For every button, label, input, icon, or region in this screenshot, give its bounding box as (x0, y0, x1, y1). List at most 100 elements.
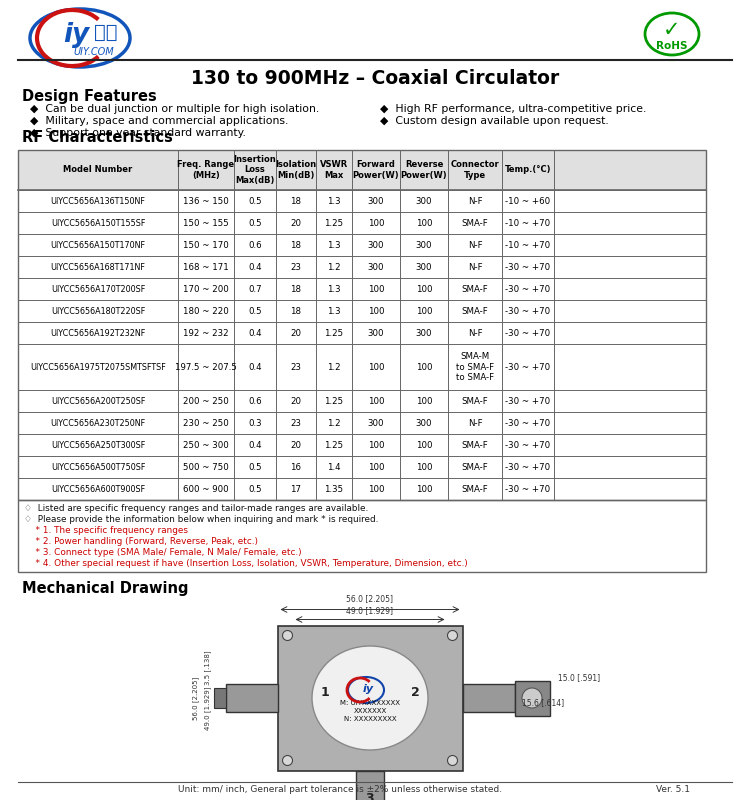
Text: 100: 100 (368, 362, 384, 371)
Text: 0.6: 0.6 (248, 397, 262, 406)
Text: SMA-F: SMA-F (461, 397, 488, 406)
Text: SMA-F: SMA-F (461, 485, 488, 494)
Text: VSWR
Max: VSWR Max (320, 160, 348, 180)
Text: 100: 100 (416, 218, 432, 227)
Text: UIYCC5656A136T150NF: UIYCC5656A136T150NF (50, 197, 146, 206)
Text: 15.0 [.591]: 15.0 [.591] (557, 674, 600, 682)
Text: -30 ~ +70: -30 ~ +70 (506, 329, 550, 338)
Text: -10 ~ +70: -10 ~ +70 (506, 241, 550, 250)
Text: N-F: N-F (468, 262, 482, 271)
Text: 56.0 [2.205]: 56.0 [2.205] (346, 594, 394, 603)
Text: UIYCC5656A180T220SF: UIYCC5656A180T220SF (51, 306, 146, 315)
Text: 300: 300 (416, 262, 432, 271)
Text: 100: 100 (368, 441, 384, 450)
Text: 1.3: 1.3 (327, 241, 340, 250)
Text: * 3. Connect type (SMA Male/ Female, N Male/ Female, etc.): * 3. Connect type (SMA Male/ Female, N M… (24, 548, 302, 557)
Text: 300: 300 (368, 329, 384, 338)
Text: 100: 100 (416, 362, 432, 371)
Text: 168 ~ 171: 168 ~ 171 (183, 262, 229, 271)
Text: Mechanical Drawing: Mechanical Drawing (22, 581, 188, 595)
Text: UIYCC5656A192T232NF: UIYCC5656A192T232NF (50, 329, 146, 338)
Text: 100: 100 (416, 485, 432, 494)
Text: -30 ~ +70: -30 ~ +70 (506, 306, 550, 315)
Text: N: XXXXXXXXX: N: XXXXXXXXX (344, 716, 396, 722)
Text: 100: 100 (416, 462, 432, 471)
Text: 0.5: 0.5 (248, 197, 262, 206)
Text: 56.0 [2.205]: 56.0 [2.205] (192, 676, 199, 720)
Text: ◆  Custom design available upon request.: ◆ Custom design available upon request. (380, 116, 609, 126)
Bar (463, 684, 514, 712)
Text: 100: 100 (368, 397, 384, 406)
Text: 100: 100 (416, 306, 432, 315)
Text: 23: 23 (290, 362, 302, 371)
Text: 300: 300 (416, 241, 432, 250)
Bar (226, 684, 278, 712)
Text: UIY.COM: UIY.COM (74, 47, 114, 57)
Text: 300: 300 (368, 197, 384, 206)
Text: 100: 100 (416, 397, 432, 406)
Text: N-F: N-F (468, 197, 482, 206)
Circle shape (448, 755, 458, 766)
Text: 300: 300 (368, 418, 384, 427)
Text: 300: 300 (416, 418, 432, 427)
Text: * 2. Power handling (Forward, Reverse, Peak, etc.): * 2. Power handling (Forward, Reverse, P… (24, 537, 258, 546)
Bar (214, 688, 226, 708)
Text: SMA-F: SMA-F (461, 306, 488, 315)
Text: -30 ~ +70: -30 ~ +70 (506, 441, 550, 450)
Text: ◆  Can be dual junction or multiple for high isolation.: ◆ Can be dual junction or multiple for h… (30, 104, 320, 114)
Text: 300: 300 (416, 197, 432, 206)
Text: Connector
Type: Connector Type (451, 160, 500, 180)
Text: iy: iy (362, 684, 374, 694)
Text: M: UIYXXXXXXXX: M: UIYXXXXXXXX (340, 700, 400, 706)
Text: -10 ~ +70: -10 ~ +70 (506, 218, 550, 227)
Text: 1.3: 1.3 (327, 306, 340, 315)
Text: -30 ~ +70: -30 ~ +70 (506, 462, 550, 471)
Bar (18, 150, 706, 500)
Text: -30 ~ +70: -30 ~ +70 (506, 485, 550, 494)
Text: 0.5: 0.5 (248, 306, 262, 315)
Text: Insertion
Loss
Max(dB): Insertion Loss Max(dB) (234, 154, 276, 186)
Text: -30 ~ +70: -30 ~ +70 (506, 362, 550, 371)
Text: 300: 300 (368, 262, 384, 271)
Text: 20: 20 (290, 397, 302, 406)
Ellipse shape (312, 646, 428, 750)
Circle shape (283, 755, 292, 766)
Text: 300: 300 (416, 329, 432, 338)
Bar (18, 150, 706, 190)
Text: 500 ~ 750: 500 ~ 750 (183, 462, 229, 471)
Text: 0.4: 0.4 (248, 362, 262, 371)
Text: 0.5: 0.5 (248, 462, 262, 471)
Text: 优译: 优译 (94, 22, 118, 42)
Text: ♢  Please provide the information below when inquiring and mark * is required.: ♢ Please provide the information below w… (24, 515, 378, 524)
Text: 0.4: 0.4 (248, 329, 262, 338)
Text: SMA-F: SMA-F (461, 441, 488, 450)
Text: 197.5 ~ 207.5: 197.5 ~ 207.5 (175, 362, 237, 371)
Text: 200 ~ 250: 200 ~ 250 (183, 397, 229, 406)
Text: 0.4: 0.4 (248, 441, 262, 450)
Text: Isolation
Min(dB): Isolation Min(dB) (275, 160, 316, 180)
Text: 0.5: 0.5 (248, 485, 262, 494)
Text: 20: 20 (290, 218, 302, 227)
Text: 100: 100 (368, 218, 384, 227)
Circle shape (522, 688, 542, 708)
Text: 100: 100 (368, 285, 384, 294)
Text: 100: 100 (368, 485, 384, 494)
Text: Forward
Power(W): Forward Power(W) (352, 160, 399, 180)
Text: 100: 100 (368, 462, 384, 471)
Text: 49.0 [1.929]: 49.0 [1.929] (346, 606, 394, 615)
Text: N-F: N-F (468, 329, 482, 338)
Text: 17: 17 (290, 485, 302, 494)
Text: 1.2: 1.2 (327, 418, 340, 427)
Text: 1.25: 1.25 (325, 441, 344, 450)
Text: Unit: mm/ inch, General part tolerance is ±2% unless otherwise stated.: Unit: mm/ inch, General part tolerance i… (178, 786, 502, 794)
Text: 1: 1 (321, 686, 329, 699)
Text: ✓: ✓ (663, 20, 681, 40)
Text: 192 ~ 232: 192 ~ 232 (183, 329, 229, 338)
Text: 23: 23 (290, 418, 302, 427)
Text: UIYCC5656A500T750SF: UIYCC5656A500T750SF (51, 462, 146, 471)
Text: 3.5 [.138]: 3.5 [.138] (204, 650, 211, 686)
Text: 18: 18 (290, 241, 302, 250)
Bar (514, 681, 550, 715)
Text: 15.6 [.614]: 15.6 [.614] (523, 698, 565, 707)
Text: -10 ~ +60: -10 ~ +60 (506, 197, 550, 206)
